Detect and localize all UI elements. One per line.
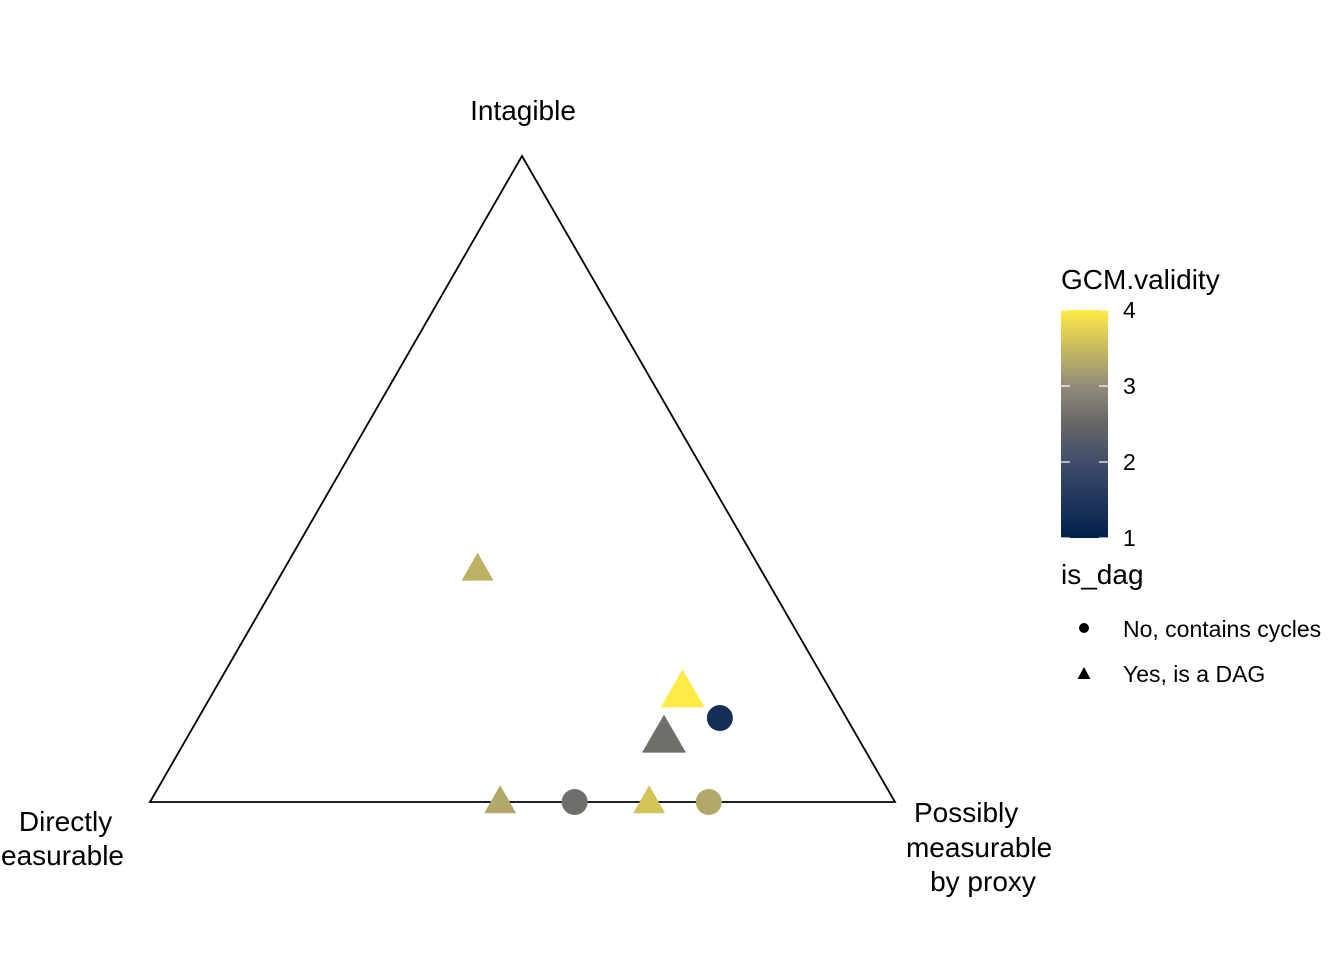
data-points <box>461 552 733 815</box>
colorbar-tick-label: 4 <box>1123 297 1136 323</box>
colorbar-tick-label: 2 <box>1123 449 1136 475</box>
color-legend: GCM.validity 1 2 3 4 <box>1061 264 1220 551</box>
data-point-triangle <box>484 785 517 814</box>
legend-key-circle <box>1079 623 1089 633</box>
colorbar <box>1061 310 1108 538</box>
vertex-label-right: Possibly measurable by proxy <box>906 797 1060 897</box>
shape-legend: is_dag No, contains cycles Yes, is a DAG <box>1061 559 1321 687</box>
legend-label-no-cycles: No, contains cycles <box>1123 616 1321 642</box>
ternary-triangle-outline <box>148 154 897 803</box>
colorbar-tick-label: 1 <box>1123 525 1136 551</box>
data-point-circle <box>706 705 733 732</box>
vertex-label-left-line-1: Directly <box>19 806 112 837</box>
legend-label-dag: Yes, is a DAG <box>1123 661 1265 687</box>
shape-legend-title: is_dag <box>1061 559 1144 590</box>
data-point-triangle <box>642 714 686 753</box>
vertex-label-right-line-3: by proxy <box>930 866 1036 897</box>
vertex-label-left: Directly measurable <box>0 806 124 871</box>
data-point-circle <box>695 789 722 815</box>
data-point-triangle <box>660 669 705 708</box>
vertex-label-right-line-2: measurable <box>906 832 1052 863</box>
data-point-circle <box>561 789 588 815</box>
colorbar-ticks: 1 2 3 4 <box>1061 297 1136 551</box>
data-point-triangle <box>633 785 666 814</box>
legend-key-triangle <box>1077 667 1091 679</box>
vertex-label-right-line-1: Possibly <box>914 797 1018 828</box>
color-legend-title: GCM.validity <box>1061 264 1220 295</box>
vertex-label-left-line-2: measurable <box>0 840 124 871</box>
colorbar-tick-label: 3 <box>1123 373 1136 399</box>
data-point-triangle <box>461 552 494 581</box>
vertex-label-top: Intagible <box>470 95 576 126</box>
